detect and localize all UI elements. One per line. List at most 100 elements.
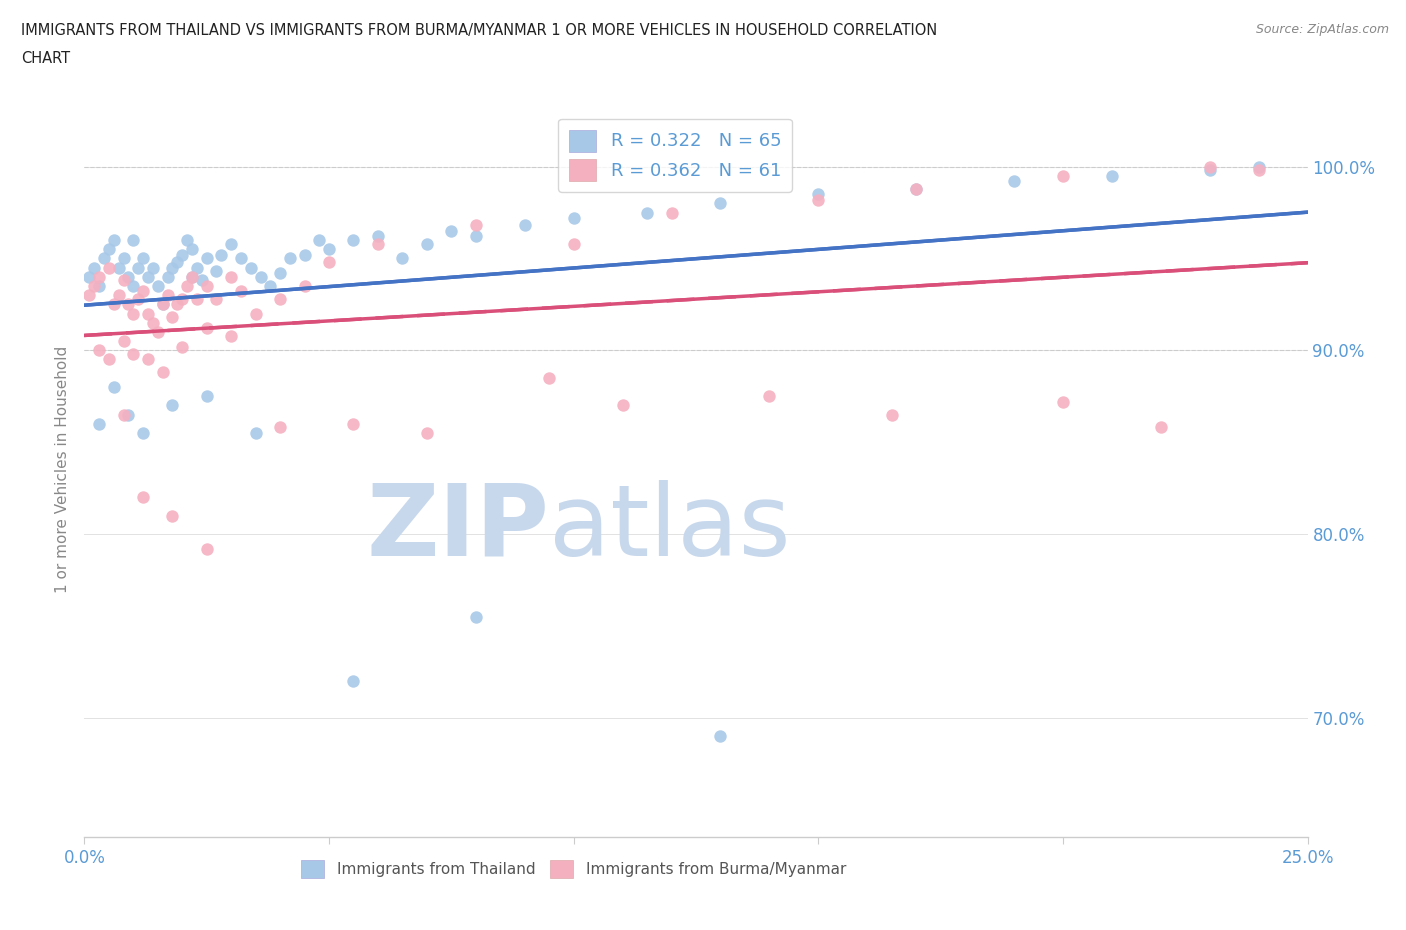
Text: IMMIGRANTS FROM THAILAND VS IMMIGRANTS FROM BURMA/MYANMAR 1 OR MORE VEHICLES IN : IMMIGRANTS FROM THAILAND VS IMMIGRANTS F… bbox=[21, 23, 938, 38]
Point bbox=[176, 278, 198, 293]
Point bbox=[162, 310, 184, 325]
Point bbox=[156, 270, 179, 285]
Point bbox=[219, 270, 242, 285]
Point bbox=[416, 236, 439, 251]
Point bbox=[117, 270, 139, 285]
Point bbox=[107, 287, 129, 302]
Point bbox=[464, 218, 486, 232]
Point bbox=[249, 270, 271, 285]
Point bbox=[97, 352, 120, 367]
Point bbox=[229, 251, 252, 266]
Point bbox=[136, 352, 159, 367]
Point bbox=[83, 278, 105, 293]
Point bbox=[152, 297, 174, 312]
Point bbox=[269, 291, 291, 306]
Point bbox=[162, 260, 184, 275]
Legend: Immigrants from Thailand, Immigrants from Burma/Myanmar: Immigrants from Thailand, Immigrants fro… bbox=[295, 854, 852, 884]
Point bbox=[107, 260, 129, 275]
Point bbox=[112, 407, 135, 422]
Point bbox=[464, 609, 486, 624]
Point bbox=[142, 260, 165, 275]
Point bbox=[416, 426, 439, 441]
Point bbox=[87, 278, 110, 293]
Point bbox=[117, 407, 139, 422]
Point bbox=[83, 260, 105, 275]
Point bbox=[709, 196, 731, 211]
Point bbox=[162, 508, 184, 523]
Point bbox=[112, 273, 135, 288]
Point bbox=[122, 347, 145, 362]
Point bbox=[1101, 168, 1123, 183]
Point bbox=[342, 673, 364, 688]
Point bbox=[176, 232, 198, 247]
Point bbox=[186, 291, 208, 306]
Text: ZIP: ZIP bbox=[367, 480, 550, 577]
Point bbox=[229, 284, 252, 299]
Point bbox=[318, 242, 340, 257]
Point bbox=[636, 206, 658, 220]
Point bbox=[87, 417, 110, 432]
Point bbox=[127, 260, 149, 275]
Point bbox=[186, 260, 208, 275]
Point bbox=[219, 236, 242, 251]
Point bbox=[219, 328, 242, 343]
Point bbox=[612, 398, 634, 413]
Point bbox=[905, 181, 928, 196]
Point bbox=[77, 287, 100, 302]
Point bbox=[269, 266, 291, 281]
Point bbox=[294, 278, 316, 293]
Point bbox=[1198, 159, 1220, 174]
Point bbox=[342, 232, 364, 247]
Point bbox=[440, 223, 463, 238]
Point bbox=[87, 270, 110, 285]
Point bbox=[191, 273, 214, 288]
Point bbox=[142, 315, 165, 330]
Point bbox=[122, 278, 145, 293]
Point bbox=[239, 260, 262, 275]
Point bbox=[1052, 168, 1074, 183]
Point bbox=[93, 251, 115, 266]
Point bbox=[117, 297, 139, 312]
Point bbox=[172, 339, 194, 354]
Text: atlas: atlas bbox=[550, 480, 790, 577]
Point bbox=[156, 287, 179, 302]
Point bbox=[342, 417, 364, 432]
Point bbox=[122, 306, 145, 321]
Point bbox=[245, 306, 267, 321]
Point bbox=[367, 236, 389, 251]
Point bbox=[709, 728, 731, 743]
Point bbox=[807, 187, 830, 202]
Point bbox=[758, 389, 780, 404]
Point bbox=[146, 325, 169, 339]
Point bbox=[464, 229, 486, 244]
Y-axis label: 1 or more Vehicles in Household: 1 or more Vehicles in Household bbox=[55, 346, 70, 593]
Point bbox=[195, 389, 218, 404]
Point bbox=[513, 218, 536, 232]
Point bbox=[127, 291, 149, 306]
Point bbox=[112, 334, 135, 349]
Point bbox=[103, 297, 125, 312]
Point bbox=[122, 232, 145, 247]
Point bbox=[172, 291, 194, 306]
Point bbox=[87, 343, 110, 358]
Point bbox=[181, 270, 204, 285]
Point bbox=[136, 270, 159, 285]
Point bbox=[880, 407, 903, 422]
Point bbox=[136, 306, 159, 321]
Point bbox=[152, 297, 174, 312]
Point bbox=[195, 541, 218, 556]
Point bbox=[152, 365, 174, 379]
Point bbox=[245, 426, 267, 441]
Point bbox=[807, 193, 830, 207]
Point bbox=[181, 242, 204, 257]
Point bbox=[294, 247, 316, 262]
Point bbox=[166, 255, 188, 270]
Point bbox=[1150, 420, 1173, 435]
Point bbox=[1247, 163, 1270, 178]
Point bbox=[132, 490, 155, 505]
Point bbox=[391, 251, 413, 266]
Point bbox=[1052, 394, 1074, 409]
Point bbox=[562, 236, 585, 251]
Point bbox=[172, 247, 194, 262]
Point bbox=[132, 426, 155, 441]
